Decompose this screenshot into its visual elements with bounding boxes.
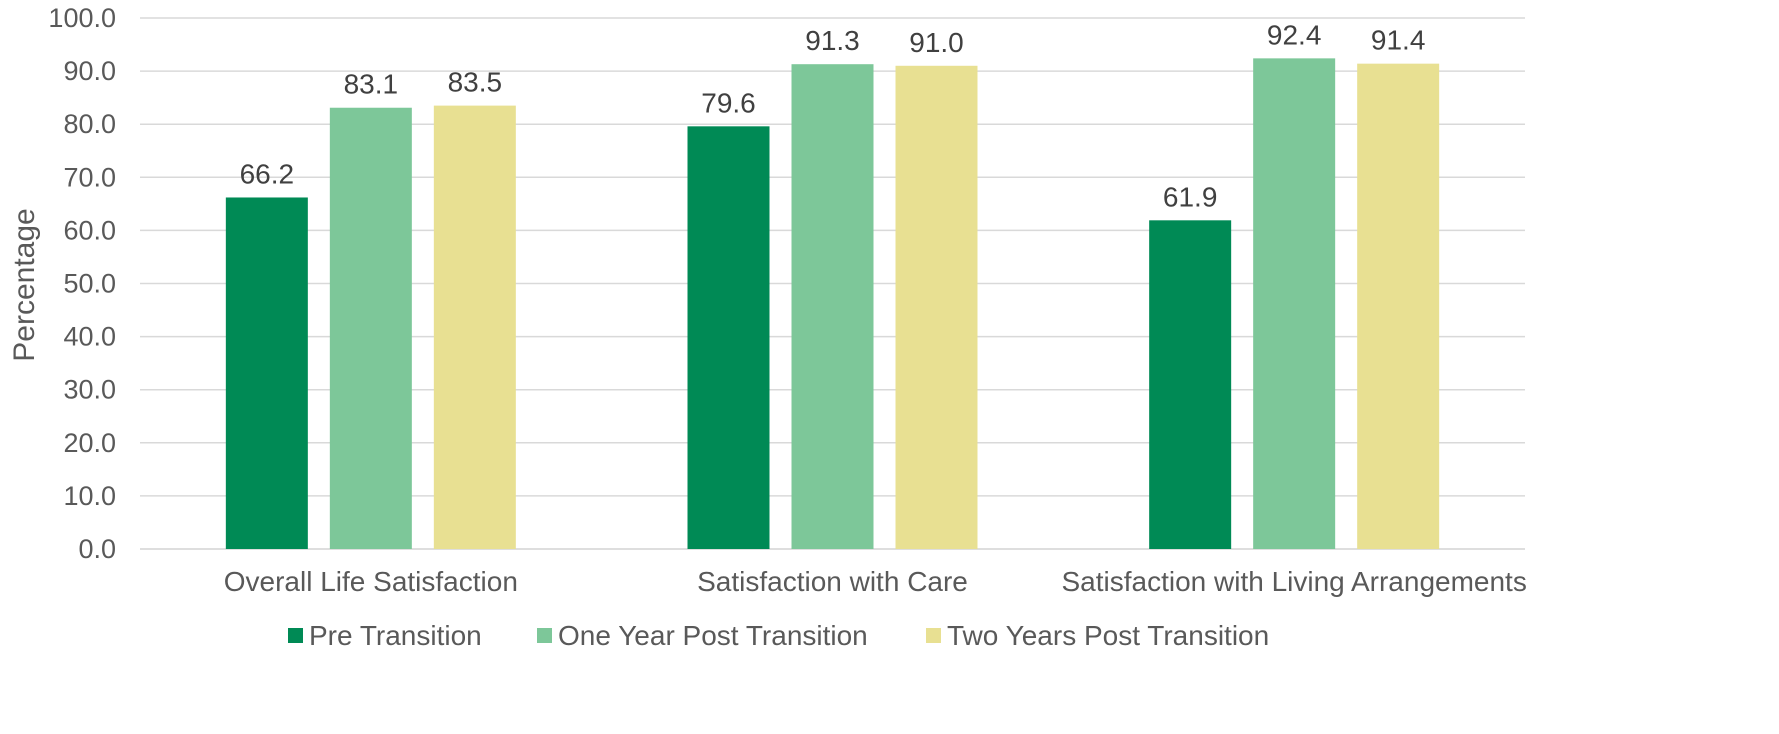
bar [895,65,978,549]
bar [433,105,516,550]
y-tick-label: 60.0 [63,215,116,245]
legend-item[interactable]: Two Years Post Transition [926,620,1269,651]
data-label: 83.1 [344,69,399,100]
y-axis-ticks: 0.0 10.0 20.0 30.0 40.0 50.0 60.0 70.0 80.0 90.0 1… [48,3,116,564]
legend-swatch [926,628,941,643]
y-tick-label: 40.0 [63,322,116,352]
legend-swatch [537,628,552,643]
legend-label: One Year Post Transition [558,620,868,651]
legend-item[interactable]: Pre Transition [288,620,482,651]
legend-item[interactable]: One Year Post Transition [537,620,868,651]
bar [687,126,770,549]
category-label: Satisfaction with Living Arrangements [1061,566,1526,597]
y-axis-title: Percentage [8,208,41,361]
data-label: 61.9 [1163,181,1218,212]
bar [1253,58,1336,550]
data-label: 91.3 [805,25,860,56]
y-tick-label: 0.0 [78,534,116,564]
bar [1149,220,1232,549]
legend-label: Pre Transition [309,620,482,651]
x-axis-categories: Overall Life Satisfaction Satisfaction wi… [224,566,1527,597]
data-label: 92.4 [1267,19,1322,50]
legend-swatch [288,628,303,643]
y-tick-label: 80.0 [63,109,116,139]
bar [329,107,412,549]
data-label: 79.6 [701,87,756,118]
data-labels: 66.2 83.1 83.5 79.6 91.3 91.0 61.9 92.4 91.4 [240,19,1426,212]
y-tick-label: 70.0 [63,162,116,192]
category-label: Satisfaction with Care [697,566,968,597]
legend[interactable]: Pre Transition One Year Post Transition Tw… [288,620,1269,651]
bar [225,197,308,549]
data-label: 66.2 [240,158,295,189]
bar [1357,63,1440,549]
y-tick-label: 100.0 [48,3,116,33]
y-tick-label: 10.0 [63,481,116,511]
y-tick-label: 50.0 [63,269,116,299]
data-label: 83.5 [448,67,503,98]
legend-label: Two Years Post Transition [947,620,1269,651]
y-tick-label: 30.0 [63,375,116,405]
bar [791,64,874,550]
category-label: Overall Life Satisfaction [224,566,518,597]
data-label: 91.0 [909,27,964,58]
y-tick-label: 90.0 [63,56,116,86]
data-label: 91.4 [1371,25,1426,56]
bars [225,58,1440,550]
y-tick-label: 20.0 [63,428,116,458]
